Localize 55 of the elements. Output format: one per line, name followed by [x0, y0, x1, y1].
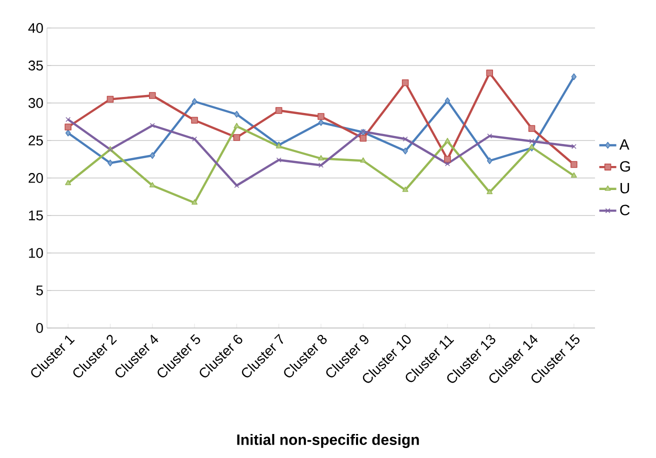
point	[570, 161, 578, 168]
point	[529, 138, 534, 144]
point	[318, 119, 324, 126]
point	[234, 110, 240, 118]
point	[191, 116, 198, 124]
point	[64, 124, 72, 130]
point	[570, 172, 577, 178]
point	[486, 70, 494, 76]
point	[150, 122, 155, 128]
y-tick-label: 35	[28, 60, 43, 70]
legend-label: U	[620, 182, 630, 194]
point	[150, 152, 156, 159]
y-tick-label: 25	[28, 136, 43, 146]
point	[571, 144, 576, 150]
point	[402, 79, 409, 86]
point	[571, 73, 577, 80]
y-tick-label: 0	[36, 323, 43, 333]
point	[108, 160, 113, 166]
point	[275, 107, 282, 114]
point	[66, 116, 71, 122]
point	[444, 97, 450, 104]
legend-label: G	[620, 161, 630, 172]
point	[360, 157, 366, 163]
legend-label: C	[620, 204, 630, 216]
point	[444, 156, 451, 163]
point	[360, 134, 367, 142]
y-tick-label: 10	[29, 248, 43, 258]
point	[106, 96, 114, 103]
point	[487, 133, 492, 139]
point	[276, 157, 282, 163]
point	[318, 155, 324, 160]
line-series	[66, 116, 576, 188]
point	[318, 162, 324, 168]
point	[149, 92, 156, 99]
y-tick-label: 40	[28, 23, 43, 33]
y-tick-label: 5	[36, 286, 43, 296]
y-tick-label: 15	[29, 210, 43, 220]
point	[192, 199, 198, 205]
point	[528, 125, 536, 132]
point	[444, 161, 450, 166]
point	[318, 113, 324, 120]
point	[402, 136, 408, 142]
point	[402, 186, 408, 192]
point	[444, 138, 450, 144]
y-tick-label: 20	[28, 173, 43, 183]
point	[192, 98, 198, 105]
point	[486, 157, 492, 164]
legend-label: A	[619, 139, 630, 150]
point	[233, 134, 240, 141]
y-tick-label: 30	[28, 98, 43, 108]
point	[486, 188, 493, 194]
point	[402, 148, 408, 154]
point	[65, 130, 71, 136]
text: Initial non-specific design	[237, 434, 419, 448]
point	[65, 180, 72, 186]
